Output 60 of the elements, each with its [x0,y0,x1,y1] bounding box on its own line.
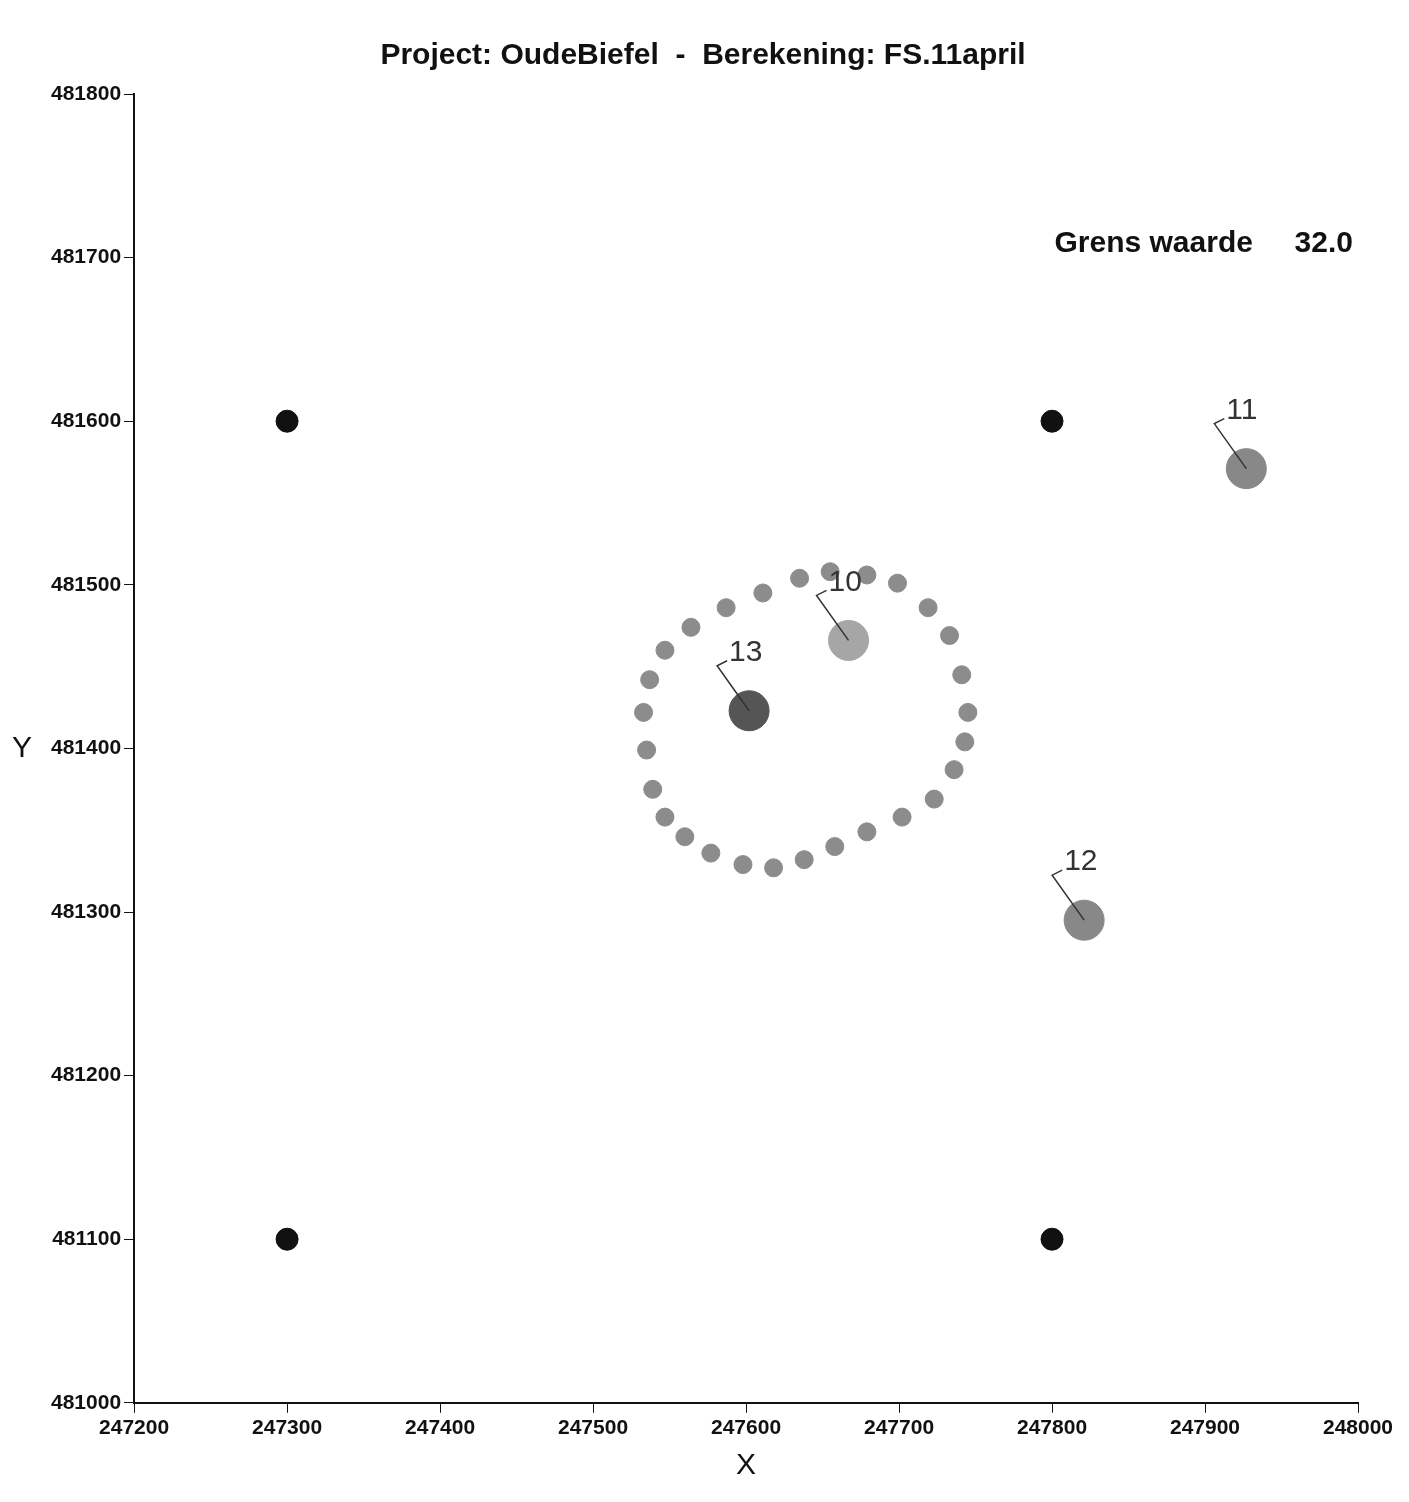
point [1063,899,1105,941]
x-tick-label: 247600 [711,1415,782,1439]
point [634,702,654,722]
x-axis-title: X [736,1447,757,1481]
point [675,827,695,847]
point [794,850,814,870]
point [888,573,907,593]
annotation: Grens waarde 32.0 [1054,225,1353,259]
y-tick-label: 481300 [51,898,122,922]
point [828,619,870,661]
point [728,690,770,732]
point [643,779,663,799]
point [1040,1227,1064,1251]
point [1225,448,1267,490]
x-tick-label: 247400 [405,1415,476,1439]
point [655,807,675,827]
point [637,740,657,760]
y-tick-label: 481000 [51,1389,122,1413]
y-tick-label: 481100 [52,1226,122,1249]
y-axis-title: Y [12,729,33,763]
x-tick-label: 247200 [99,1415,170,1439]
y-tick-label: 481800 [51,80,122,104]
y-tick-label: 481400 [51,735,122,759]
chart-title: Project: OudeBiefel - Berekening: FS.11april [380,37,1026,71]
x-tick-label: 248000 [1322,1415,1394,1439]
x-tick-label: 247800 [1016,1415,1088,1439]
point [764,858,784,878]
point [944,760,964,780]
x-tick-label: 247300 [252,1415,323,1439]
point [940,626,960,646]
point [892,807,912,827]
point [958,702,978,722]
y-tick-label: 481700 [51,244,122,268]
point [1040,409,1064,433]
point [955,732,975,752]
point [790,568,810,588]
point [275,409,299,433]
y-tick-label: 481500 [51,571,122,595]
point [924,789,944,809]
point [753,583,773,603]
y-tick-label: 481200 [51,1062,122,1086]
point [640,670,660,690]
annotation: 12 [1064,843,1098,877]
x-tick-label: 247500 [558,1415,629,1439]
point [918,598,938,618]
point [733,855,753,875]
annotation: 10 [828,563,862,597]
x-tick-label: 247700 [863,1415,935,1439]
point [857,822,877,842]
point [681,617,701,637]
point [701,843,721,863]
point [716,598,736,618]
point [655,640,675,660]
point [275,1227,299,1251]
point [952,665,972,685]
annotation: 11 [1226,391,1258,425]
point [825,837,845,857]
x-tick-label: 247900 [1169,1415,1241,1439]
annotation: 13 [729,634,763,668]
y-tick-label: 481600 [51,408,122,431]
